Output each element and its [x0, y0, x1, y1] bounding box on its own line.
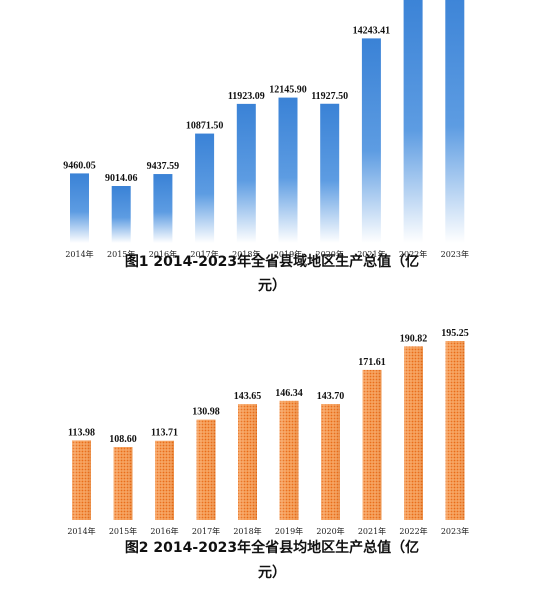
chart-2-data-label: 130.98	[192, 407, 220, 418]
chart-2-x-tick-label: 2016年	[150, 526, 178, 536]
chart-2-x-tick-label: 2022年	[399, 526, 427, 536]
chart-1-title-line1: 图1 2014-2023年全省县域地区生产总值（亿	[125, 253, 419, 270]
chart-2-bar-shading	[155, 440, 174, 520]
chart-1-x-tick-label: 2016年	[149, 249, 177, 259]
chart-1-bar	[70, 173, 89, 243]
chart-2-bar-shading	[362, 369, 382, 520]
chart-2-county-average-gdp: 113.98 2014年 108.60 2015年 113.71 2016年 130.98 2…	[67, 328, 469, 536]
chart-2-data-label: 146.34	[275, 388, 303, 399]
chart-2-x-tick-label: 2017年	[192, 526, 220, 536]
chart-2-data-label: 143.70	[317, 391, 345, 402]
chart-1-x-tick-label: 2021年	[357, 249, 385, 259]
chart-1-bar	[445, 0, 465, 243]
chart-2-data-label: 171.61	[358, 357, 386, 368]
chart-1-data-label: 10871.50	[186, 121, 224, 132]
chart-2-x-tick-label: 2021年	[358, 526, 386, 536]
chart-1-title-line2: 元）	[258, 278, 286, 294]
chart-2-data-label: 113.71	[151, 428, 178, 439]
chart-1-x-tick-label: 2014年	[65, 249, 93, 259]
chart-2-data-label: 190.82	[400, 333, 428, 344]
chart-1-x-tick-label: 2017年	[190, 249, 218, 259]
chart-2-x-tick-label: 2023年	[441, 526, 469, 536]
chart-2-bar-shading	[321, 404, 340, 520]
chart-2-data-label: 113.98	[68, 427, 95, 438]
chart-2-bar-shading	[279, 400, 299, 520]
chart-1-data-label: 12145.90	[269, 85, 307, 96]
chart-1-x-tick-label: 2020年	[316, 249, 344, 259]
chart-2-bar-shading	[113, 447, 133, 520]
chart-1-bar	[278, 97, 298, 244]
chart-2-data-label: 143.65	[234, 391, 262, 402]
chart-1-bar	[236, 103, 256, 243]
chart-2-bar-shading	[238, 404, 257, 520]
chart-2-bar-shading	[196, 419, 216, 520]
chart-1-data-label: 9014.06	[105, 173, 138, 184]
chart-2-data-label: 195.25	[441, 328, 469, 339]
chart-2-x-tick-label: 2019年	[275, 526, 303, 536]
chart-1-data-label: 9460.05	[63, 160, 96, 171]
chart-1-data-label: 14243.41	[353, 25, 391, 36]
chart-1-county-gdp: 9460.05 2014年 9014.06 2015年 9437.59 2016年 1087…	[63, 0, 469, 259]
chart-2-title-line2: 元）	[258, 565, 286, 581]
chart-1-bar	[153, 174, 173, 243]
chart-1-data-label: 11927.50	[311, 91, 348, 102]
chart-1-x-tick-label: 2018年	[232, 249, 260, 259]
chart-2-x-tick-label: 2020年	[316, 526, 344, 536]
chart-1-x-tick-label: 2022年	[399, 249, 427, 259]
chart-2-x-tick-label: 2014年	[67, 526, 95, 536]
chart-1-bar	[195, 133, 215, 243]
chart-2-title-line1: 图2 2014-2023年全省县均地区生产总值（亿	[125, 539, 419, 556]
chart-2-data-label: 108.60	[109, 434, 137, 445]
chart-1-x-tick-label: 2019年	[274, 249, 302, 259]
chart-2-bar-shading	[72, 440, 91, 520]
chart-1-x-tick-label: 2023年	[441, 249, 469, 259]
chart-1-bar	[320, 103, 340, 243]
chart-1-x-tick-label: 2015年	[107, 249, 135, 259]
chart-1-data-label: 11923.09	[228, 91, 265, 102]
chart-1-bar	[361, 38, 381, 243]
chart-2-x-tick-label: 2015年	[109, 526, 137, 536]
chart-1-bar	[111, 186, 131, 243]
chart-2-bar-shading	[445, 341, 465, 520]
chart-1-data-label: 9437.59	[147, 161, 180, 172]
chart-1-bar	[403, 0, 423, 243]
chart-2-bar-shading	[404, 346, 423, 520]
chart-2-x-tick-label: 2018年	[233, 526, 261, 536]
